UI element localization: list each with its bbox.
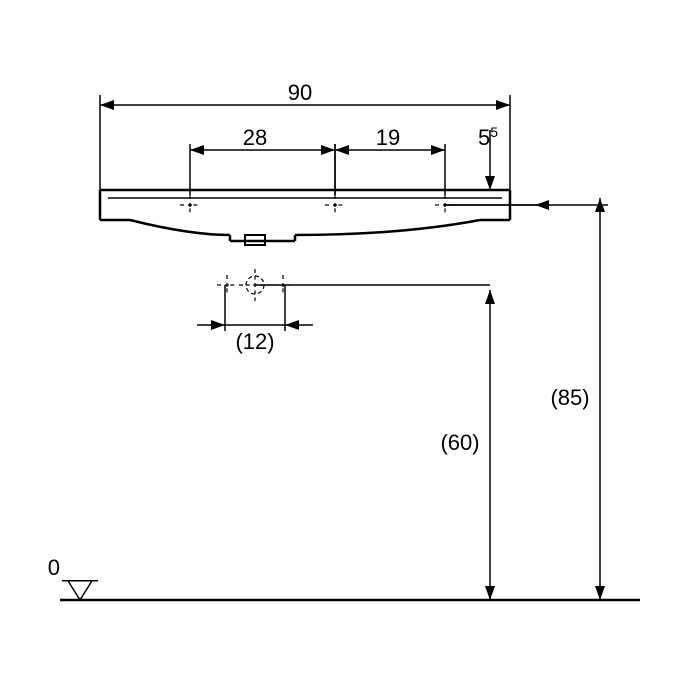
dim-60: (60) [440,430,479,455]
datum-icon [68,581,92,600]
dim-90: 90 [288,80,312,105]
dim-5-5: 55 [478,124,498,150]
dim-85: (85) [550,385,589,410]
datum-label: 0 [48,555,60,580]
dim-12: (12) [235,329,274,354]
dim-19: 19 [376,125,400,150]
dim-28: 28 [243,125,267,150]
